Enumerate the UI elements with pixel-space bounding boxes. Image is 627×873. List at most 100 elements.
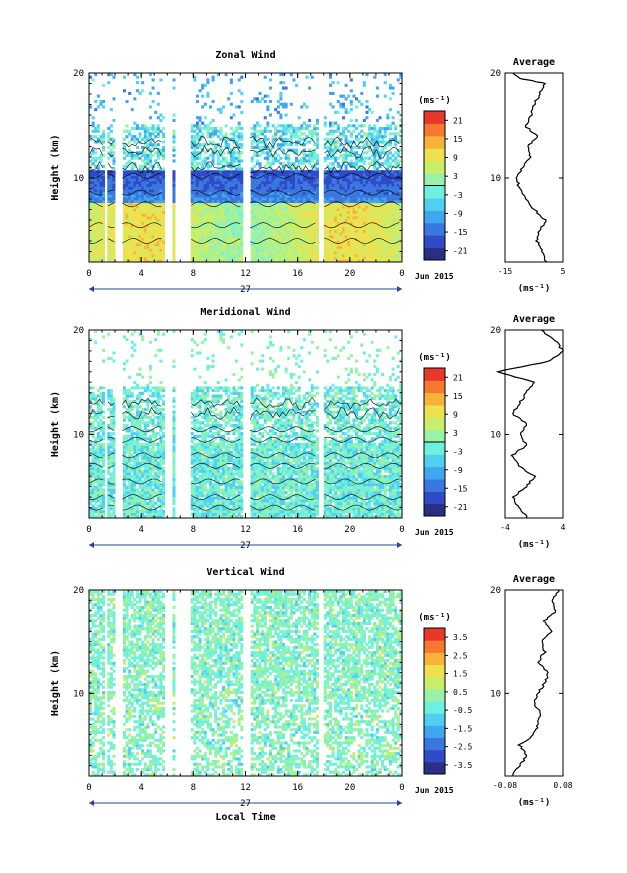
heatmap-cell [89, 488, 93, 492]
heatmap-cell [375, 132, 379, 136]
heatmap-cell [211, 259, 215, 263]
heatmap-cell [107, 172, 111, 176]
heatmap-cell [99, 100, 103, 104]
heatmap-cell [250, 251, 254, 255]
heatmap-cell [347, 140, 351, 144]
heatmap-cell [159, 229, 163, 233]
heatmap-cell [391, 243, 395, 247]
heatmap-cell [368, 194, 372, 198]
heatmap-cell [255, 129, 259, 133]
heatmap-cell [388, 232, 392, 236]
heatmap-cell [135, 256, 139, 260]
heatmap-cell [271, 156, 275, 160]
heatmap-cell [214, 226, 218, 230]
heatmap-cell [112, 145, 116, 149]
heatmap-cell [255, 97, 259, 101]
heatmap-cell [91, 491, 95, 495]
heatmap-cell [125, 226, 129, 230]
heatmap-cell [287, 129, 291, 133]
heatmap-cell [258, 218, 262, 222]
heatmap-cell [214, 127, 218, 131]
heatmap-cell [135, 156, 139, 160]
heatmap-cell [159, 218, 163, 222]
heatmap-cell [89, 210, 93, 214]
heatmap-cell [240, 191, 244, 195]
heatmap-cell [305, 197, 309, 201]
heatmap-cell [339, 181, 343, 185]
heatmap-cell [302, 202, 306, 206]
heatmap-cell [255, 240, 259, 244]
heatmap-cell [159, 167, 163, 171]
heatmap-cell [261, 145, 265, 149]
heatmap-cell [313, 189, 317, 193]
heatmap-cell [91, 218, 95, 222]
heatmap-cell [388, 226, 392, 230]
heatmap-cell [216, 197, 220, 201]
heatmap-cell [133, 218, 137, 222]
heatmap-cell [292, 178, 296, 182]
heatmap-cell [198, 127, 202, 131]
heatmap-cell [203, 232, 207, 236]
colorbar-tick-label: -21 [453, 247, 468, 256]
heatmap-cell [336, 178, 340, 182]
heatmap-cell [240, 208, 244, 212]
average-unit-label: (ms⁻¹) [518, 284, 551, 294]
heatmap-cell [94, 194, 98, 198]
heatmap-cell [206, 156, 210, 160]
heatmap-cell [394, 181, 398, 185]
heatmap-cell [347, 191, 351, 195]
heatmap-cell [146, 251, 150, 255]
heatmap-cell [263, 235, 267, 239]
heatmap-cell [122, 248, 126, 252]
heatmap-cell [240, 213, 244, 217]
heatmap-cell [279, 183, 283, 187]
heatmap-cell [347, 197, 351, 201]
heatmap-cell [339, 232, 343, 236]
heatmap-cell [276, 259, 280, 263]
heatmap-cell [94, 205, 98, 209]
heatmap-cell [190, 124, 194, 128]
heatmap-cell [268, 229, 272, 233]
heatmap-cell [383, 145, 387, 149]
heatmap-cell [133, 232, 137, 236]
heatmap-cell [211, 237, 215, 241]
heatmap-cell [219, 175, 223, 179]
heatmap-cell [289, 132, 293, 136]
heatmap-cell [102, 199, 106, 203]
heatmap-cell [336, 224, 340, 228]
heatmap-cell [227, 245, 231, 249]
heatmap-cell [347, 208, 351, 212]
heatmap-cell [355, 162, 359, 166]
heatmap-cell [109, 178, 113, 182]
heatmap-cell [310, 221, 314, 225]
heatmap-cell [216, 175, 220, 179]
heatmap-cell [383, 81, 387, 85]
heatmap-cell [91, 116, 95, 120]
heatmap-cell [235, 253, 239, 257]
heatmap-cell [388, 97, 392, 101]
heatmap-cell [383, 197, 387, 201]
heatmap-cell [266, 170, 270, 174]
heatmap-cell [193, 154, 197, 158]
heatmap-cell [102, 194, 106, 198]
heatmap-cell [172, 140, 176, 144]
heatmap-cell [378, 191, 382, 195]
heatmap-cell [99, 243, 103, 247]
heatmap-cell [274, 151, 278, 155]
heatmap-cell [211, 221, 215, 225]
heatmap-cell [323, 183, 327, 187]
heatmap-cell [255, 245, 259, 249]
heatmap-cell [336, 237, 340, 241]
heatmap-cell [266, 194, 270, 198]
heatmap-cell [313, 226, 317, 230]
heatmap-cell [339, 202, 343, 206]
heatmap-cell [201, 183, 205, 187]
heatmap-cell [279, 175, 283, 179]
heatmap-cell [91, 432, 95, 436]
heatmap-cell [130, 127, 134, 131]
heatmap-cell [138, 248, 142, 252]
heatmap-cell [227, 205, 231, 209]
heatmap-cell [282, 148, 286, 152]
heatmap-cell [130, 213, 134, 217]
heatmap-cell [378, 237, 382, 241]
